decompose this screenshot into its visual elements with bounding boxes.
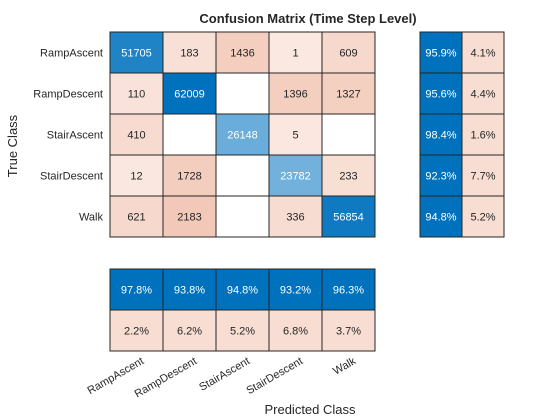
matrix-cell	[322, 114, 375, 155]
row-tick-label: RampDescent	[33, 89, 103, 101]
matrix-cell-value: 609	[339, 48, 357, 60]
column-summary-correct-label: 93.8%	[174, 285, 205, 297]
matrix-cell-value: 62009	[174, 89, 205, 101]
matrix-cell-value: 23782	[280, 171, 311, 183]
x-axis-label: Predicted Class	[264, 402, 356, 417]
matrix-cell	[216, 73, 269, 114]
matrix-cell	[216, 196, 269, 237]
row-tick-label: StairAscent	[47, 130, 103, 142]
matrix-cell-value: 183	[180, 48, 198, 60]
row-tick-label: Walk	[79, 212, 104, 224]
column-summary-incorrect-label: 2.2%	[124, 326, 149, 338]
row-summary-incorrect-label: 7.7%	[470, 171, 495, 183]
column-tick-label: Walk	[331, 355, 358, 378]
row-summary-incorrect-label: 4.1%	[470, 48, 495, 60]
row-summary-correct-label: 95.9%	[425, 48, 456, 60]
matrix-cell-value: 2183	[177, 212, 201, 224]
chart-title: Confusion Matrix (Time Step Level)	[199, 11, 416, 26]
matrix-cell-value: 621	[127, 212, 145, 224]
column-summary-correct-label: 96.3%	[333, 285, 364, 297]
matrix-grid: 51705 183 1436 1 609 110 62009 1396 1327 410 26148…	[110, 32, 375, 237]
matrix-cell	[163, 114, 216, 155]
matrix-cell-value: 1327	[336, 89, 360, 101]
matrix-cell-value: 1396	[283, 89, 307, 101]
matrix-cell-value: 1	[292, 48, 298, 60]
row-summary-grid: 95.9% 4.1% 95.6% 4.4% 98.4% 1.6% 92.3% 7.7% 94.8…	[420, 32, 504, 237]
matrix-cell-value: 26148	[227, 130, 258, 142]
matrix-cell-value: 1728	[177, 171, 201, 183]
row-summary-correct-label: 92.3%	[425, 171, 456, 183]
row-summary-incorrect-label: 5.2%	[470, 212, 495, 224]
matrix-cell-value: 56854	[333, 212, 364, 224]
column-summary-incorrect-label: 3.7%	[336, 326, 361, 338]
column-summary-correct-label: 94.8%	[227, 285, 258, 297]
column-summary-incorrect-label: 6.8%	[283, 326, 308, 338]
matrix-cell-value: 51705	[121, 48, 152, 60]
matrix-cell	[216, 155, 269, 196]
matrix-cell-value: 1436	[230, 48, 254, 60]
column-summary-incorrect-label: 5.2%	[230, 326, 255, 338]
row-summary-correct-label: 94.8%	[425, 212, 456, 224]
matrix-cell-value: 5	[292, 130, 298, 142]
matrix-cell-value: 410	[127, 130, 145, 142]
matrix-cell-value: 336	[286, 212, 304, 224]
row-tick-label: RampAscent	[40, 48, 103, 60]
column-summary-incorrect-label: 6.2%	[177, 326, 202, 338]
column-summary-correct-label: 93.2%	[280, 285, 311, 297]
y-axis-label: True Class	[5, 114, 20, 177]
matrix-cell-value: 233	[339, 171, 357, 183]
row-tick-labels: RampAscent RampDescent StairAscent StairDes…	[33, 48, 103, 224]
column-tick-labels: RampAscentRampDescentStairAscentStairDes…	[85, 355, 358, 400]
row-summary-correct-label: 98.4%	[425, 130, 456, 142]
row-summary-correct-label: 95.6%	[425, 89, 456, 101]
column-summary-grid: 97.8% 2.2% 93.8% 6.2% 94.8% 5.2% 93.2% 6.8% 96.3…	[110, 269, 375, 351]
row-tick-label: StairDescent	[40, 171, 103, 183]
column-tick-label: StairAscent	[197, 355, 252, 394]
row-summary-incorrect-label: 4.4%	[470, 89, 495, 101]
matrix-cell-value: 12	[130, 171, 142, 183]
row-summary-incorrect-label: 1.6%	[470, 130, 495, 142]
matrix-cell-value: 110	[128, 89, 146, 101]
column-summary-correct-label: 97.8%	[121, 285, 152, 297]
column-tick-label: StairDescent	[244, 355, 305, 397]
